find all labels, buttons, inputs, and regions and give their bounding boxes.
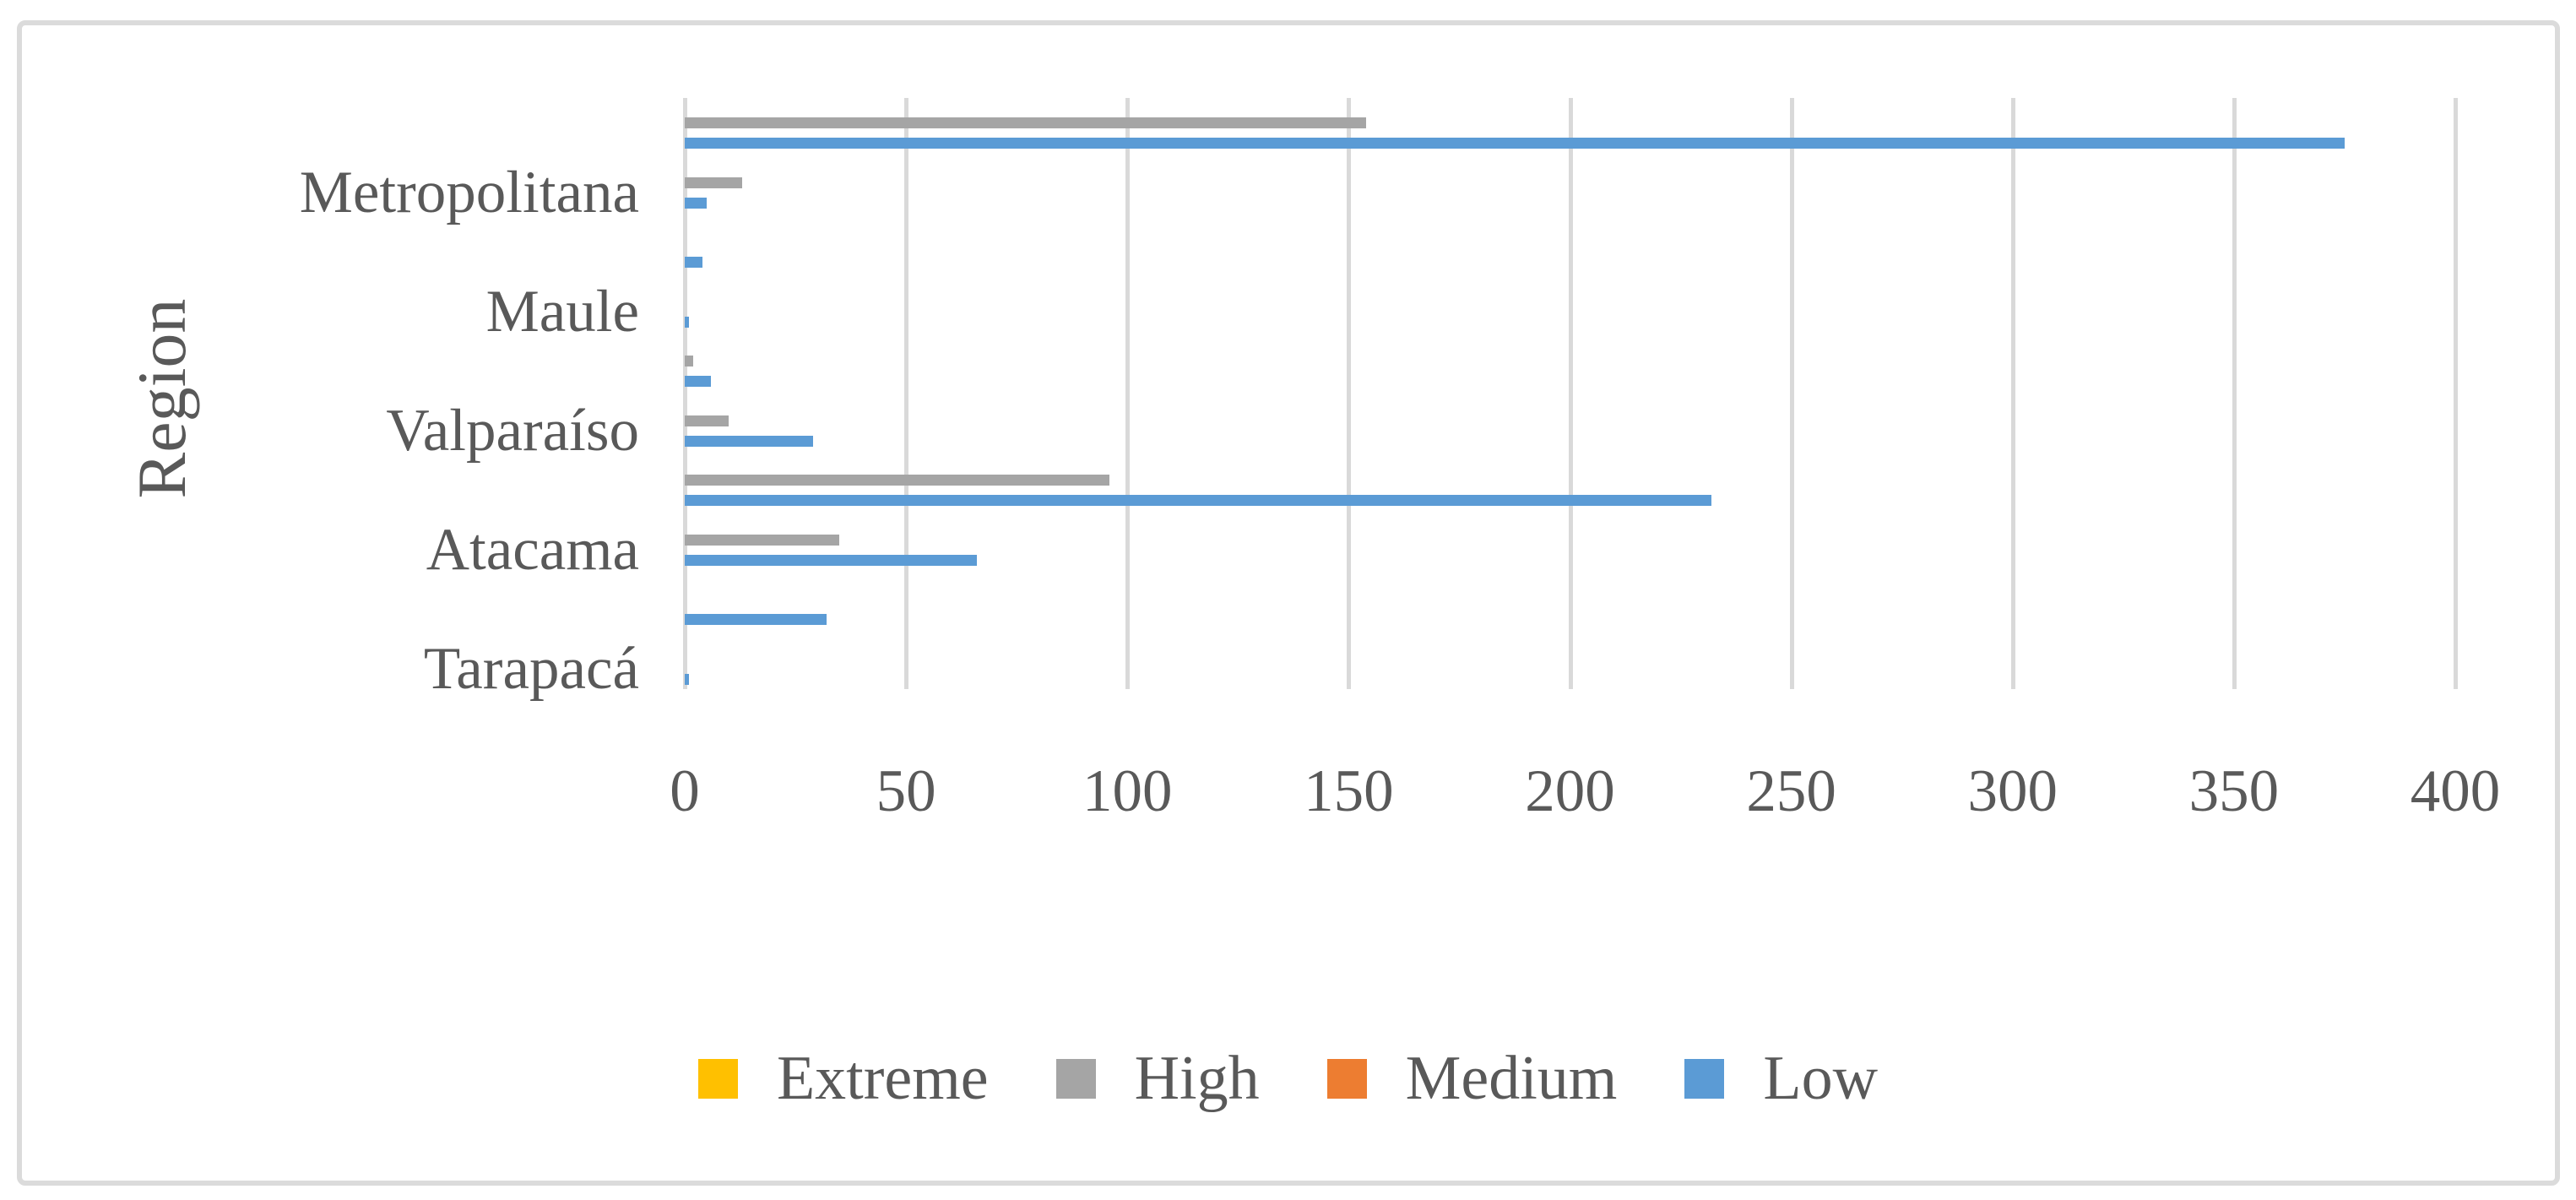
gridline-x-150 <box>1347 98 1352 689</box>
x-tick-label-250: 250 <box>1746 758 1836 824</box>
bar-high-row1 <box>685 117 1367 128</box>
gridline-x-0 <box>683 98 687 689</box>
x-tick-label-50: 50 <box>876 758 936 824</box>
legend-marker-low-icon <box>1684 1058 1725 1099</box>
bar-low-row9 <box>685 614 827 625</box>
bar-low-Metropolitana <box>685 197 708 209</box>
legend-item-extreme: Extreme <box>697 1044 989 1113</box>
gridline-x-50 <box>904 98 909 689</box>
gridline-x-350 <box>2232 98 2237 689</box>
x-tick-label-0: 0 <box>670 758 700 824</box>
bar-low-Tarapacá <box>685 673 690 685</box>
bar-high-Metropolitana <box>685 176 743 188</box>
bar-low-row1 <box>685 138 2345 149</box>
legend-item-medium: Medium <box>1326 1044 1618 1113</box>
plot-area <box>683 98 2458 689</box>
gridline-x-400 <box>2454 98 2458 689</box>
legend-label-extreme: Extreme <box>776 1044 989 1113</box>
category-label-Tarapacá: Tarapacá <box>423 636 639 702</box>
category-label-Valparaíso: Valparaíso <box>386 398 639 464</box>
bar-high-row7 <box>685 475 1110 486</box>
legend-marker-extreme-icon <box>697 1058 738 1099</box>
category-label-Atacama: Atacama <box>426 517 639 583</box>
bar-low-row5 <box>685 376 712 387</box>
bar-low-Atacama <box>685 554 977 566</box>
chart-border <box>17 20 2560 1186</box>
bar-low-Valparaíso <box>685 435 814 447</box>
x-tick-label-300: 300 <box>1967 758 2058 824</box>
legend: Extreme High Medium Low <box>0 1047 2576 1110</box>
gridline-x-200 <box>1568 98 1573 689</box>
gridline-x-100 <box>1125 98 1131 689</box>
gridline-x-300 <box>2010 98 2015 689</box>
legend-item-low: Low <box>1684 1047 1878 1110</box>
x-tick-label-400: 400 <box>2410 758 2501 824</box>
legend-marker-high-icon <box>1055 1058 1096 1099</box>
legend-label-medium: Medium <box>1405 1044 1618 1113</box>
bar-low-row7 <box>685 495 1712 506</box>
category-label-Maule: Maule <box>485 279 639 345</box>
category-label-Metropolitana: Metropolitana <box>299 160 639 225</box>
gridline-x-250 <box>1789 98 1794 689</box>
bar-high-Valparaíso <box>685 415 729 426</box>
bar-high-Atacama <box>685 534 840 546</box>
bar-low-Maule <box>685 316 690 328</box>
x-tick-label-100: 100 <box>1082 758 1173 824</box>
x-tick-label-200: 200 <box>1525 758 1615 824</box>
legend-label-low: Low <box>1763 1044 1879 1113</box>
x-tick-label-150: 150 <box>1304 758 1394 824</box>
legend-marker-medium-icon <box>1326 1058 1367 1099</box>
bar-high-row5 <box>685 356 694 367</box>
x-tick-label-350: 350 <box>2188 758 2280 824</box>
legend-item-high: High <box>1055 1044 1260 1113</box>
legend-label-high: High <box>1134 1044 1260 1113</box>
bar-low-row3 <box>685 257 702 268</box>
